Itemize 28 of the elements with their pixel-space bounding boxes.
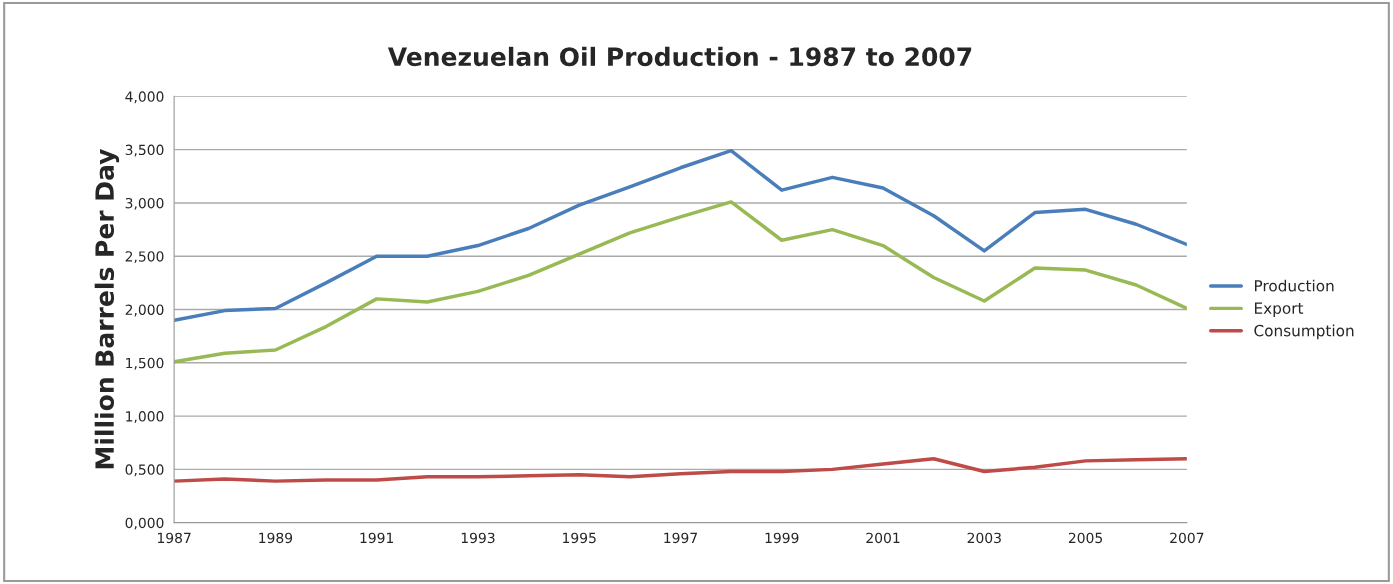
- legend-label: Production: [1254, 279, 1334, 292]
- x-tick-label: 2005: [1068, 532, 1103, 544]
- legend-label: Export: [1254, 302, 1304, 317]
- y-tick-label: 1,500: [126, 357, 164, 370]
- y-tick-label: 2,000: [125, 304, 164, 317]
- y-tick-label: 2,500: [125, 251, 164, 264]
- x-tick-label: 1999: [765, 532, 799, 544]
- y-tick-label: 3,500: [125, 144, 164, 157]
- x-tick-label: 1995: [563, 532, 596, 544]
- line-series: [174, 456, 1187, 483]
- line-series: [174, 148, 1187, 322]
- y-axis-title: Million Barrels Per Day: [94, 148, 120, 469]
- x-tick-label: 1987: [157, 532, 191, 544]
- y-tick-label: 4,000: [125, 91, 164, 104]
- legend-label: Consumption: [1254, 324, 1354, 340]
- x-tick-label: 1989: [259, 532, 293, 544]
- y-tick-label: 1,000: [126, 411, 164, 423]
- x-tick-label: 2003: [967, 532, 1001, 544]
- x-tick-label: 2007: [1170, 532, 1204, 544]
- x-tick-label: 2001: [866, 532, 900, 544]
- x-tick-label: 1993: [461, 532, 495, 544]
- y-tick-label: 3,000: [125, 197, 164, 210]
- chart-title: Venezuelan Oil Production - 1987 to 2007: [387, 46, 972, 67]
- x-tick-label: 1997: [664, 532, 697, 544]
- line-series: [174, 200, 1187, 364]
- y-tick-label: 0,500: [125, 464, 164, 477]
- y-tick-label: 0,000: [125, 517, 164, 530]
- x-tick-label: 1991: [360, 532, 394, 544]
